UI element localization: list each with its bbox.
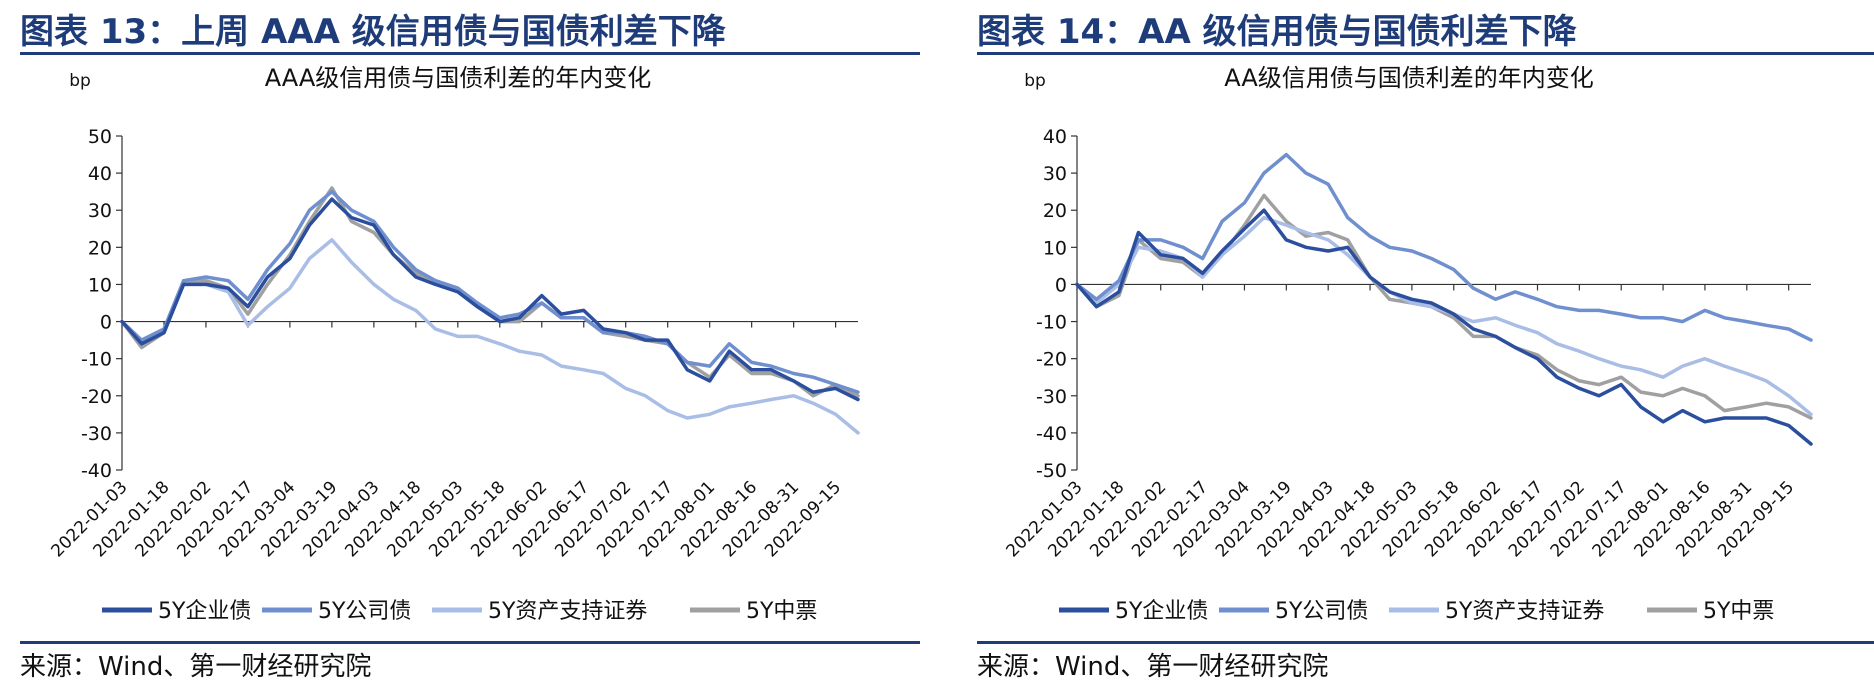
series-line-3 [1075, 193, 1813, 420]
aa-spread-chart: AA级信用债与国债利差的年内变化 bp 40 30 20 10 0 -10 -20 -30 -40 -… [1003, 64, 1813, 624]
y-tick-label: -30 [81, 423, 112, 445]
y-tick-label: -40 [81, 460, 112, 482]
series-line-2 [120, 238, 860, 435]
series-line-1 [120, 189, 860, 394]
y-tick-label: -40 [1036, 423, 1067, 445]
y-tick-label: 40 [1043, 126, 1067, 148]
y-tick-label: 50 [88, 126, 112, 148]
chart-title: AAA级信用债与国债利差的年内变化 [265, 64, 652, 92]
footer-rule [977, 641, 1874, 644]
legend-label: 5Y企业债 [1115, 599, 1208, 624]
y-tick-label: -10 [81, 349, 112, 371]
y-tick-label: 20 [88, 237, 112, 259]
y-tick-label: -10 [1036, 312, 1067, 334]
y-axis-unit: bp [69, 71, 91, 91]
series-line-1 [1075, 152, 1813, 342]
footer-rule [20, 641, 920, 644]
legend-label: 5Y中票 [1703, 599, 1774, 624]
y-tick-label: -30 [1036, 386, 1067, 408]
source-note: 来源：Wind、第一财经研究院 [977, 652, 1329, 682]
legend-label: 5Y资产支持证券 [1445, 599, 1604, 624]
y-tick-label: 0 [100, 312, 112, 334]
y-tick-label: 0 [1055, 274, 1067, 296]
y-tick-label: 30 [1043, 163, 1067, 185]
legend-label: 5Y企业债 [158, 599, 251, 624]
legend-label: 5Y资产支持证券 [488, 599, 647, 624]
y-tick-label: -20 [1036, 349, 1067, 371]
heading-rule [20, 52, 920, 55]
aaa-spread-chart: AAA级信用债与国债利差的年内变化 bp 50 40 30 20 10 0 -10 -20 -30 -… [48, 64, 860, 624]
chart-title: AA级信用债与国债利差的年内变化 [1224, 64, 1594, 92]
y-tick-label: 30 [88, 200, 112, 222]
y-tick-label: 40 [88, 163, 112, 185]
panel-aa: 图表 14：AA 级信用债与国债利差下降 AA级信用债与国债利差的年内变化 bp 4… [957, 0, 1874, 683]
legend-label: 5Y中票 [746, 599, 817, 624]
figure-heading: 图表 14：AA 级信用债与国债利差下降 [977, 12, 1577, 52]
legend-label: 5Y公司债 [318, 599, 411, 624]
y-tick-label: -20 [81, 386, 112, 408]
series-line-0 [120, 197, 860, 402]
series-line-0 [1075, 208, 1813, 446]
y-axis-unit: bp [1024, 71, 1046, 91]
series-line-2 [1075, 215, 1813, 417]
figure-heading: 图表 13：上周 AAA 级信用债与国债利差下降 [20, 12, 726, 52]
heading-rule [977, 52, 1874, 55]
legend-label: 5Y公司债 [1275, 599, 1368, 624]
source-note: 来源：Wind、第一财经研究院 [20, 652, 372, 682]
y-tick-label: 10 [1043, 237, 1067, 259]
y-tick-label: -50 [1036, 460, 1067, 482]
y-tick-label: 10 [88, 274, 112, 296]
y-tick-label: 20 [1043, 200, 1067, 222]
panel-aaa: 图表 13：上周 AAA 级信用债与国债利差下降 AAA级信用债与国债利差的年内… [0, 0, 920, 683]
